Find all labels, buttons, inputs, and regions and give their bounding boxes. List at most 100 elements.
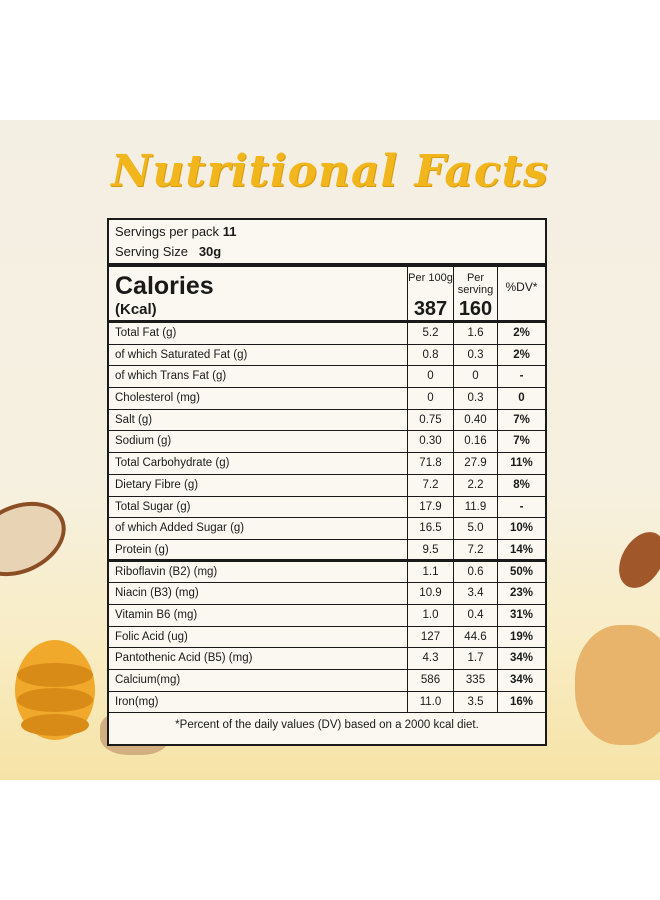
dv-value: 31%	[497, 604, 545, 626]
col-per-100g-label: Per 100g	[408, 272, 453, 284]
nutrient-name: Iron(mg)	[115, 695, 159, 708]
per-100g-value: 9.5	[407, 539, 453, 559]
nutrient-name: Protein (g)	[115, 543, 169, 556]
table-row: of which Added Sugar (g) 16.5 5.0 10%	[109, 518, 545, 540]
table-row: Iron(mg) 11.0 3.5 16%	[109, 691, 545, 714]
per-100g-value: 1.1	[407, 561, 453, 583]
col-per-serving-label: Per serving	[457, 272, 494, 296]
calories-label: Calories	[115, 272, 214, 300]
table-row: Folic Acid (ug) 127 44.6 19%	[109, 626, 545, 649]
kcal-label: (Kcal)	[115, 301, 157, 318]
per-serving-value: 0.3	[453, 344, 497, 366]
col-per-100g: Per 100g 387	[407, 267, 453, 323]
table-row: Sodium (g) 0.30 0.16 7%	[109, 431, 545, 454]
per-100g-value: 0.30	[407, 431, 453, 453]
nutrient-name: of which Saturated Fat (g)	[115, 348, 248, 361]
dv-value: 16%	[497, 691, 545, 713]
per-100g-value: 10.9	[407, 583, 453, 604]
per-100g-value: 11.0	[407, 691, 453, 713]
table-row: Salt (g) 0.75 0.40 7%	[109, 409, 545, 432]
calories-per-serving: 160	[458, 298, 493, 320]
per-100g-value: 5.2	[407, 323, 453, 344]
servings-per-pack: Servings per pack 11	[115, 224, 236, 239]
nutrient-name: Total Sugar (g)	[115, 500, 191, 513]
nutrient-name: Total Fat (g)	[115, 327, 177, 339]
table-row: Vitamin B6 (mg) 1.0 0.4 31%	[109, 604, 545, 627]
per-serving-value: 3.5	[453, 691, 497, 713]
per-100g-value: 7.2	[407, 474, 453, 496]
per-100g-value: 0	[407, 366, 453, 388]
nutrition-panel: Nutritional Facts Servings per pack 11 S…	[0, 120, 660, 780]
dv-value: -	[497, 496, 545, 518]
table-row: Niacin (B3) (mg) 10.9 3.4 23%	[109, 583, 545, 605]
serving-size-label: Serving Size	[115, 244, 188, 259]
dv-value: 23%	[497, 583, 545, 604]
table-row: Total Fat (g) 5.2 1.6 2%	[109, 323, 545, 345]
dv-value: 7%	[497, 431, 545, 453]
serving-size: Serving Size 30g	[115, 244, 221, 259]
per-serving-value: 2.2	[453, 474, 497, 496]
table-row: Calcium(mg) 586 335 34%	[109, 670, 545, 692]
per-serving-value: 1.7	[453, 648, 497, 669]
table-row: Total Carbohydrate (g) 71.8 27.9 11%	[109, 453, 545, 475]
dv-value: 0	[497, 388, 545, 409]
calories-per-100g: 387	[413, 298, 448, 320]
per-serving-value: 3.4	[453, 583, 497, 604]
per-serving-value: 1.6	[453, 323, 497, 344]
col-dv-label: %DV*	[505, 280, 538, 294]
nutrient-name: of which Added Sugar (g)	[115, 522, 245, 535]
per-100g-value: 0	[407, 388, 453, 409]
per-serving-value: 27.9	[453, 453, 497, 474]
per-serving-value: 0.4	[453, 604, 497, 626]
dv-value: 2%	[497, 344, 545, 366]
nutrient-name: Vitamin B6 (mg)	[115, 608, 198, 621]
table-row: Total Sugar (g) 17.9 11.9-	[109, 496, 545, 519]
nutrition-facts-table: Servings per pack 11 Serving Size 30g Ca…	[107, 218, 547, 746]
per-serving-value: 0.6	[453, 561, 497, 583]
nutrient-name: Dietary Fibre (g)	[115, 478, 199, 491]
per-serving-value: 0.16	[453, 431, 497, 453]
per-serving-value: 5.0	[453, 518, 497, 539]
calories-header: Calories (Kcal) Per 100g 387 Per serving…	[109, 267, 545, 323]
nutrient-name: Total Carbohydrate (g)	[115, 457, 230, 470]
nutrient-name: Pantothenic Acid (B5) (mg)	[115, 652, 253, 665]
per-100g-value: 71.8	[407, 453, 453, 474]
servings-label: Servings per pack	[115, 224, 220, 239]
table-row: Pantothenic Acid (B5) (mg) 4.3 1.7 34%	[109, 648, 545, 670]
nutrient-name: Folic Acid (ug)	[115, 630, 188, 643]
dv-value: -	[497, 366, 545, 388]
page-title: Nutritional Facts	[111, 146, 549, 197]
nutrient-name: Niacin (B3) (mg)	[115, 587, 199, 600]
col-per-serving: Per serving 160	[453, 267, 497, 323]
nutrient-name: Riboflavin (B2) (mg)	[115, 565, 218, 578]
per-serving-value: 44.6	[453, 626, 497, 648]
per-serving-value: 7.2	[453, 539, 497, 559]
honey-dipper-decoration	[15, 640, 95, 740]
per-serving-value: 0	[453, 366, 497, 388]
dv-value: 7%	[497, 409, 545, 431]
dv-value: 34%	[497, 670, 545, 691]
col-dv: %DV*	[497, 267, 545, 323]
table-row: Cholesterol (mg) 0 0.3 0	[109, 388, 545, 410]
nutrient-name: Salt (g)	[115, 413, 153, 426]
almond-slice-decoration	[0, 487, 78, 591]
serving-size-value: 30g	[198, 244, 222, 259]
per-100g-value: 586	[407, 670, 453, 691]
table-row: of which Trans Fat (g) 0 0-	[109, 366, 545, 389]
divider	[109, 263, 545, 267]
nutrient-rows: Total Fat (g) 5.2 1.6 2% of which Saturated…	[109, 323, 545, 714]
dv-value: 34%	[497, 648, 545, 669]
per-100g-value: 0.75	[407, 409, 453, 431]
dv-value: 2%	[497, 323, 545, 344]
table-row: Protein (g) 9.5 7.2 14%	[109, 539, 545, 562]
nutrient-name: Calcium(mg)	[115, 674, 181, 686]
per-100g-value: 17.9	[407, 496, 453, 518]
almond-decoration	[609, 524, 660, 596]
cookie-decoration	[575, 625, 660, 745]
dv-value: 50%	[497, 561, 545, 583]
per-100g-value: 16.5	[407, 518, 453, 539]
per-serving-value: 0.40	[453, 409, 497, 431]
per-serving-value: 335	[453, 670, 497, 691]
footnote: *Percent of the daily values (DV) based …	[175, 719, 479, 731]
per-serving-value: 11.9	[453, 496, 497, 518]
